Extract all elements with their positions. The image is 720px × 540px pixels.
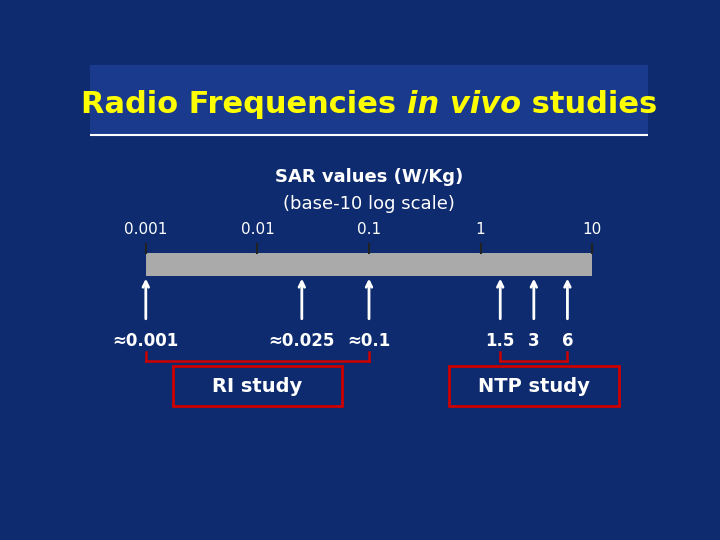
Text: studies: studies [521,90,657,119]
FancyBboxPatch shape [173,366,342,406]
Text: ≈0.025: ≈0.025 [269,332,335,350]
Text: 6: 6 [562,332,573,350]
Text: in vivo: in vivo [407,90,521,119]
Text: RI study: RI study [212,376,302,395]
Text: ≈0.1: ≈0.1 [347,332,391,350]
Text: 10: 10 [582,222,602,237]
FancyBboxPatch shape [449,366,618,406]
Text: 1.5: 1.5 [485,332,515,350]
Text: (base-10 log scale): (base-10 log scale) [283,195,455,213]
Text: ≈0.001: ≈0.001 [112,332,179,350]
Text: 1: 1 [476,222,485,237]
Text: 0.1: 0.1 [357,222,381,237]
FancyBboxPatch shape [145,253,593,276]
Text: 0.001: 0.001 [124,222,168,237]
Text: SAR values (W/Kg): SAR values (W/Kg) [275,168,463,186]
Text: NTP study: NTP study [478,376,590,395]
Text: 0.01: 0.01 [240,222,274,237]
FancyBboxPatch shape [90,65,648,136]
Text: 3: 3 [528,332,540,350]
Text: Radio Frequencies: Radio Frequencies [81,90,407,119]
